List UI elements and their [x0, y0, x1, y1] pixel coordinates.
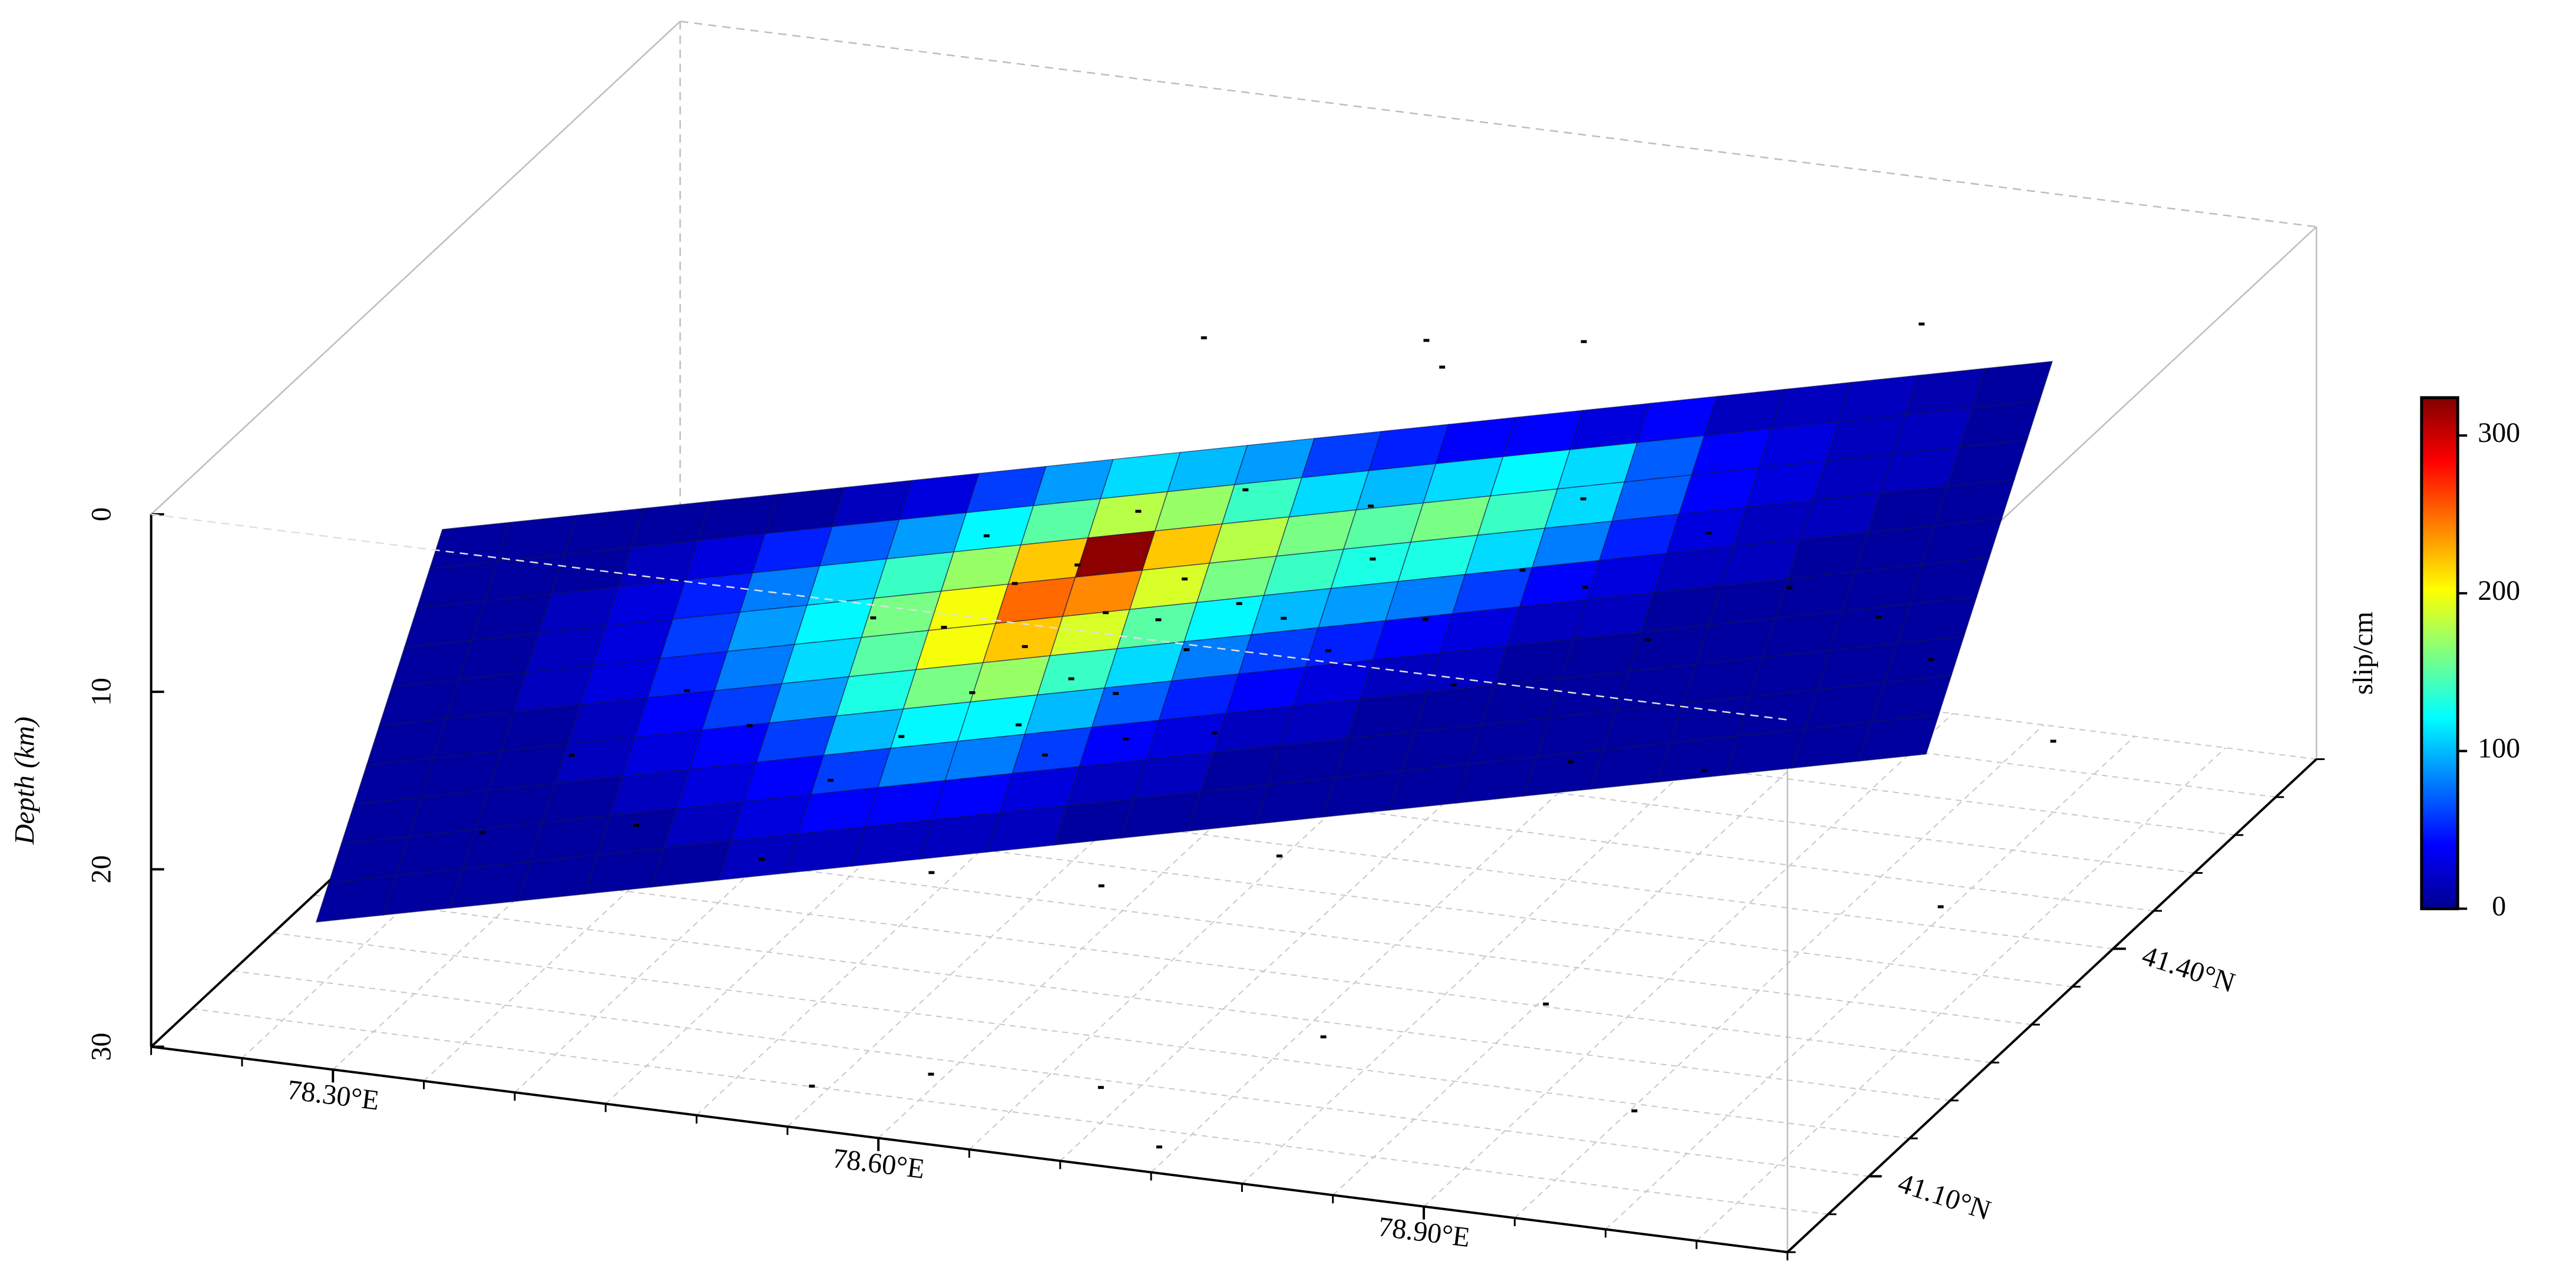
aftershock	[1370, 557, 1376, 561]
aftershock	[1068, 677, 1074, 681]
aftershock	[1281, 616, 1287, 620]
aftershock	[1786, 586, 1793, 589]
y-tick-label: 41.10°N	[1894, 1167, 1995, 1226]
aftershock	[1423, 339, 1430, 342]
aftershock	[1320, 1035, 1327, 1039]
floor-grid-line	[968, 656, 1499, 1150]
aftershock	[1155, 618, 1162, 622]
aftershock	[1074, 563, 1081, 567]
floor-grid-line	[1332, 701, 1863, 1196]
colorbar-tick-label: 100	[2478, 733, 2520, 764]
floor-grid-line	[1696, 747, 2226, 1241]
aftershock	[1701, 769, 1708, 772]
box-edge	[680, 21, 2317, 228]
aftershock	[1582, 586, 1589, 589]
aftershock	[480, 831, 486, 834]
floor-grid-line	[1605, 736, 2135, 1230]
aftershock	[1325, 649, 1331, 652]
aftershock	[1276, 854, 1282, 858]
aftershock	[1543, 1002, 1549, 1006]
aftershock	[1875, 615, 1881, 619]
aftershock	[633, 824, 640, 827]
box-edge	[151, 513, 1788, 721]
aftershock	[898, 735, 905, 738]
floor-grid-line	[787, 633, 1317, 1127]
aftershock	[969, 691, 975, 695]
floor-grid-line	[1241, 690, 1772, 1184]
floor-grid-line	[1060, 667, 1590, 1161]
z-axis-label: Depth (km)	[9, 716, 41, 845]
floor-grid-line	[1150, 679, 1681, 1173]
aftershock	[1021, 645, 1028, 648]
aftershock	[1580, 340, 1587, 344]
aftershock	[1113, 692, 1119, 695]
colorbar-tick-label: 300	[2478, 417, 2520, 448]
aftershock	[1368, 504, 1374, 508]
aftershock	[983, 534, 990, 537]
aftershock	[1098, 884, 1105, 887]
floor-grid-line	[273, 932, 1910, 1140]
floor-grid-line	[313, 894, 1950, 1101]
aftershock	[1236, 602, 1242, 605]
aftershock	[1183, 648, 1190, 652]
aftershock	[1568, 760, 1574, 764]
aftershock	[1156, 1145, 1162, 1149]
aftershock	[1135, 510, 1142, 513]
aftershock	[1631, 1109, 1638, 1112]
aftershock	[1580, 497, 1586, 501]
floor-grid-line	[696, 622, 1226, 1116]
aftershock	[1097, 1086, 1104, 1089]
colorbar	[2420, 396, 2459, 910]
aftershock	[870, 616, 877, 620]
colorbar-label: slip/cm	[2347, 612, 2379, 695]
floor-grid-line	[1423, 713, 1953, 1207]
y-tick-label: 41.40°N	[2138, 940, 2238, 999]
aftershock	[1011, 582, 1018, 585]
aftershock	[1519, 569, 1526, 572]
aftershock	[1919, 322, 1925, 326]
aftershock	[759, 857, 765, 861]
aftershock	[1041, 753, 1048, 757]
aftershock	[828, 778, 834, 782]
aftershock	[1123, 737, 1129, 741]
slip-cell	[1858, 714, 1940, 762]
aftershock	[746, 724, 753, 727]
colorbar-tick-label: 200	[2478, 575, 2520, 606]
aftershock	[809, 1084, 815, 1088]
aftershock	[1242, 488, 1249, 491]
aftershock	[941, 626, 947, 629]
aftershock	[1928, 658, 1935, 662]
box-edge	[150, 21, 681, 515]
aftershock	[1645, 638, 1651, 642]
aftershock	[1016, 723, 1022, 726]
aftershock	[568, 754, 575, 757]
z-tick-label: 10	[86, 678, 117, 706]
floor-grid-line	[1514, 724, 2045, 1218]
aftershock	[1422, 617, 1428, 621]
aftershock	[1103, 611, 1109, 615]
z-tick-label: 30	[86, 1033, 117, 1061]
aftershock	[928, 1072, 934, 1076]
aftershock	[2050, 739, 2056, 743]
aftershock	[684, 689, 690, 692]
z-tick-label: 0	[86, 507, 117, 521]
aftershock	[1937, 905, 1944, 909]
aftershock	[1439, 365, 1446, 369]
z-tick-label: 20	[86, 855, 117, 883]
colorbar-tick-label: 0	[2492, 890, 2506, 922]
aftershock	[1450, 683, 1457, 686]
aftershock	[1201, 336, 1207, 339]
aftershock	[1212, 731, 1218, 735]
aftershock	[1705, 531, 1712, 534]
y-axis	[1786, 758, 2317, 1253]
aftershock	[928, 871, 935, 874]
aftershock	[1182, 577, 1188, 581]
floor-grid-line	[878, 645, 1408, 1139]
